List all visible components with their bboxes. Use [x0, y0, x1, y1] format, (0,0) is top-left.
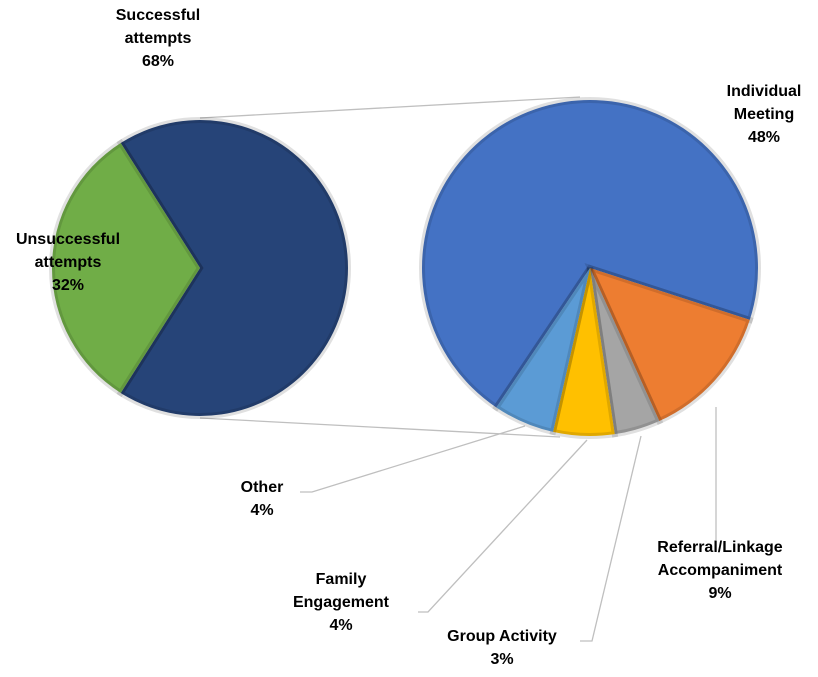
label: Referral/Linkage Accompaniment 9%	[625, 536, 815, 605]
connector-line	[199, 417, 561, 438]
leader-line	[300, 425, 526, 493]
label-value: 48%	[747, 129, 781, 146]
label-value: 9%	[708, 585, 732, 602]
label: Unsuccessful attempts 32%	[0, 228, 136, 297]
pie-slice	[549, 267, 619, 439]
label-value: 4%	[329, 617, 353, 634]
leader-line	[580, 435, 642, 642]
connectors	[199, 96, 717, 642]
label: Successful attempts 68%	[93, 4, 223, 73]
label-value: 68%	[141, 53, 175, 70]
label-value: 4%	[250, 502, 274, 519]
label-name: Family Engagement	[292, 571, 389, 611]
pie-slice	[419, 97, 761, 412]
pie-slice	[584, 263, 754, 426]
label-name: Referral/Linkage Accompaniment	[657, 539, 783, 579]
label: Other 4%	[222, 476, 302, 522]
connector-line	[199, 96, 581, 119]
label-value: 32%	[51, 277, 85, 294]
pie-slice	[49, 138, 204, 398]
label-name: Other	[240, 479, 284, 496]
label-name: Successful attempts	[115, 7, 201, 47]
label: Group Activity 3%	[422, 625, 582, 671]
label: Family Engagement 4%	[280, 568, 402, 637]
pie-slice	[587, 266, 664, 438]
pie-slice	[492, 266, 593, 436]
slices	[49, 97, 761, 439]
label-name: Group Activity	[447, 628, 557, 645]
label: Individual Meeting 48%	[712, 80, 816, 149]
pie-slice	[116, 117, 351, 419]
leader-line	[418, 439, 588, 613]
label-name: Individual Meeting	[726, 83, 802, 123]
label-value: 3%	[490, 651, 514, 668]
label-name: Unsuccessful attempts	[15, 231, 121, 271]
